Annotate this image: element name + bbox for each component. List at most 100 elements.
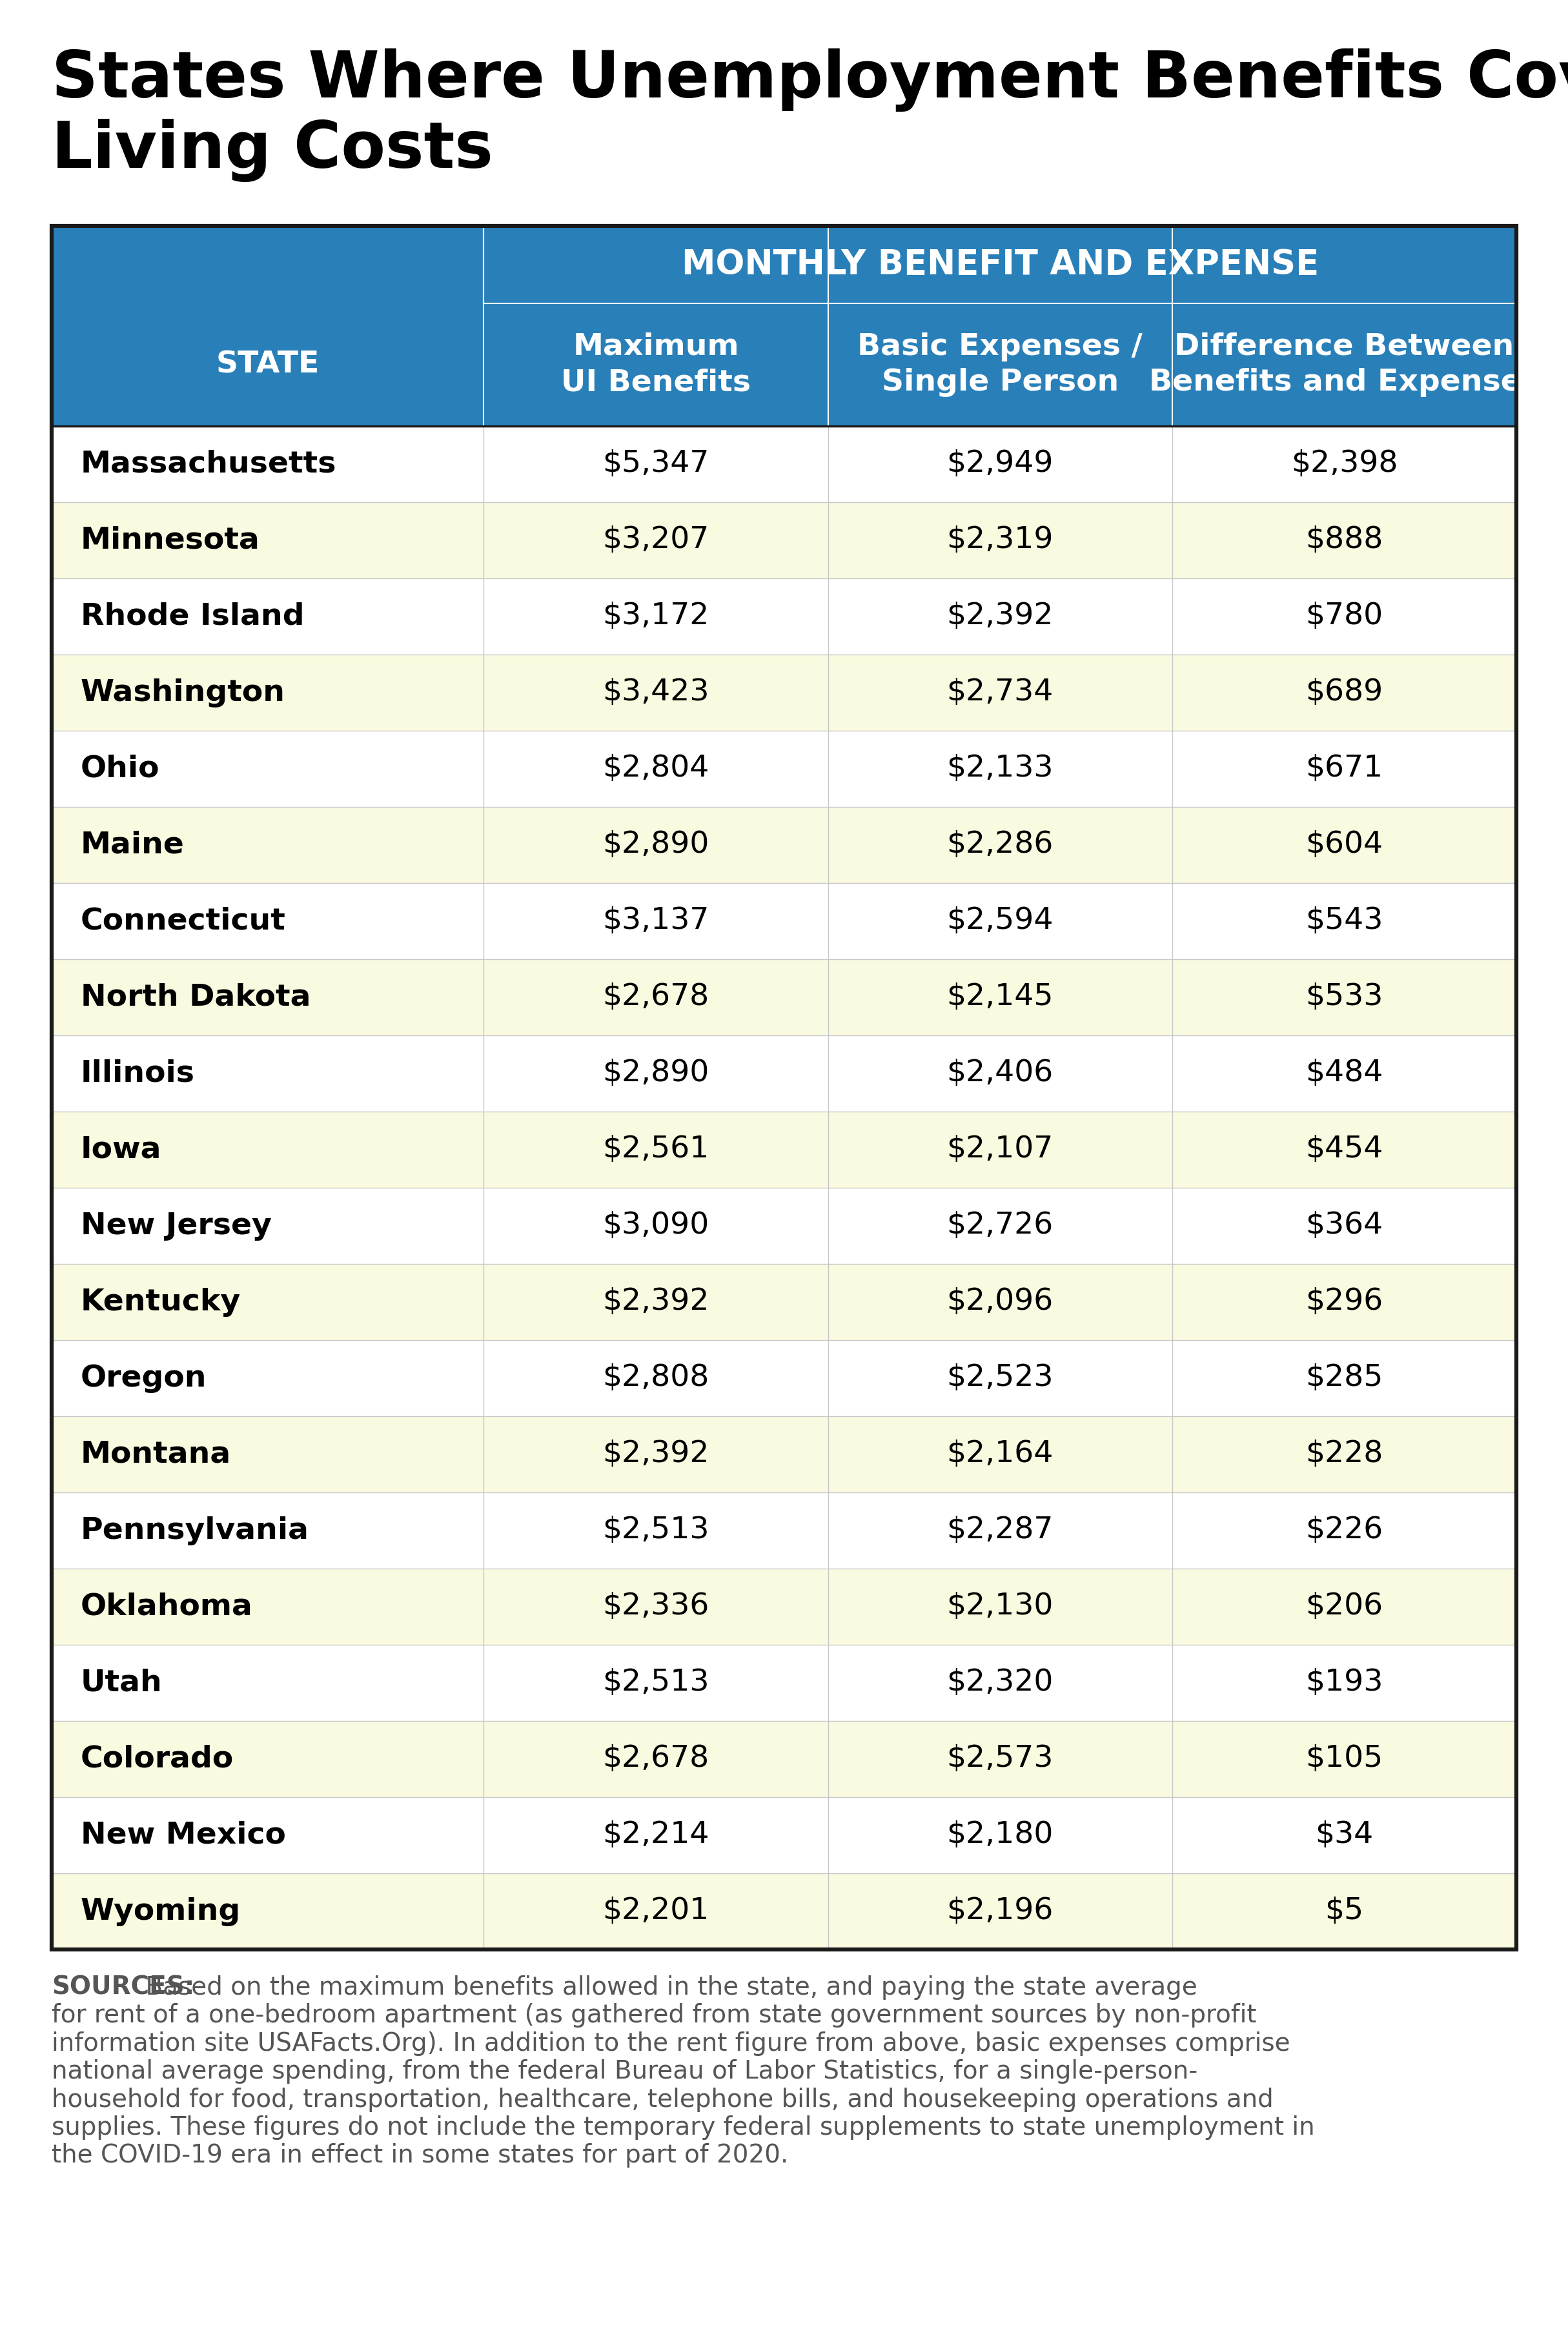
- Text: Montana: Montana: [80, 1439, 230, 1470]
- Text: STATE: STATE: [216, 351, 320, 379]
- Text: $543: $543: [1306, 906, 1383, 936]
- Text: $2,523: $2,523: [947, 1364, 1054, 1392]
- Text: $2,406: $2,406: [947, 1060, 1054, 1088]
- Text: the COVID-19 era in effect in some states for part of 2020.: the COVID-19 era in effect in some state…: [52, 2143, 789, 2167]
- Text: $604: $604: [1306, 831, 1383, 859]
- Text: $296: $296: [1306, 1287, 1383, 1317]
- Text: $484: $484: [1306, 1060, 1383, 1088]
- Text: Ohio: Ohio: [80, 753, 160, 784]
- Text: $2,678: $2,678: [602, 983, 709, 1011]
- Bar: [52, 1493, 1516, 1568]
- Text: $2,890: $2,890: [602, 831, 709, 859]
- Text: $226: $226: [1306, 1516, 1383, 1544]
- Text: $2,726: $2,726: [947, 1212, 1054, 1240]
- Text: Maximum
UI Benefits: Maximum UI Benefits: [561, 332, 751, 398]
- Text: $2,180: $2,180: [947, 1821, 1054, 1849]
- Text: $2,096: $2,096: [947, 1287, 1054, 1317]
- Text: Based on the maximum benefits allowed in the state, and paying the state average: Based on the maximum benefits allowed in…: [138, 1975, 1198, 2001]
- Text: $285: $285: [1306, 1364, 1383, 1392]
- Text: $206: $206: [1306, 1591, 1383, 1622]
- Text: $3,137: $3,137: [602, 906, 709, 936]
- Bar: [52, 1189, 1516, 1264]
- Text: $3,172: $3,172: [602, 601, 709, 632]
- Text: $2,804: $2,804: [602, 753, 709, 784]
- Text: Iowa: Iowa: [80, 1135, 162, 1165]
- Text: Rhode Island: Rhode Island: [80, 601, 304, 632]
- Bar: [52, 1874, 1516, 1949]
- Text: $671: $671: [1306, 753, 1383, 784]
- Bar: [52, 1645, 1516, 1720]
- Text: Difference Between
Benefits and Expenses: Difference Between Benefits and Expenses: [1149, 332, 1540, 398]
- Text: $2,513: $2,513: [602, 1516, 709, 1544]
- Text: $34: $34: [1316, 1821, 1374, 1849]
- Bar: [52, 304, 1516, 426]
- Bar: [52, 503, 1516, 578]
- Text: New Jersey: New Jersey: [80, 1212, 271, 1240]
- Bar: [52, 807, 1516, 882]
- Text: $2,164: $2,164: [947, 1439, 1054, 1470]
- Text: household for food, transportation, healthcare, telephone bills, and housekeepin: household for food, transportation, heal…: [52, 2087, 1273, 2113]
- Text: supplies. These figures do not include the temporary federal supplements to stat: supplies. These figures do not include t…: [52, 2115, 1314, 2139]
- Text: for rent of a one-bedroom apartment (as gathered from state government sources b: for rent of a one-bedroom apartment (as …: [52, 2003, 1256, 2029]
- Text: $2,594: $2,594: [947, 906, 1054, 936]
- Text: $2,392: $2,392: [947, 601, 1054, 632]
- Text: Colorado: Colorado: [80, 1746, 234, 1774]
- Text: $2,392: $2,392: [602, 1287, 709, 1317]
- Text: national average spending, from the federal Bureau of Labor Statistics, for a si: national average spending, from the fede…: [52, 2059, 1198, 2085]
- Text: $2,201: $2,201: [602, 1898, 709, 1926]
- Bar: [52, 1797, 1516, 1874]
- Bar: [52, 1264, 1516, 1341]
- Text: Maine: Maine: [80, 831, 185, 859]
- Text: Utah: Utah: [80, 1668, 163, 1696]
- Text: $364: $364: [1306, 1212, 1383, 1240]
- Text: North Dakota: North Dakota: [80, 983, 310, 1011]
- Text: $2,133: $2,133: [947, 753, 1054, 784]
- Text: $3,090: $3,090: [602, 1212, 709, 1240]
- Text: $689: $689: [1306, 679, 1383, 707]
- Text: $193: $193: [1306, 1668, 1383, 1696]
- Text: Oregon: Oregon: [80, 1364, 207, 1392]
- Text: $2,890: $2,890: [602, 1060, 709, 1088]
- Text: $2,107: $2,107: [947, 1135, 1054, 1165]
- Text: Minnesota: Minnesota: [80, 526, 260, 555]
- Bar: [52, 1720, 1516, 1797]
- Text: $2,678: $2,678: [602, 1746, 709, 1774]
- Text: $5: $5: [1325, 1898, 1364, 1926]
- Text: $2,734: $2,734: [947, 679, 1054, 707]
- Text: $2,196: $2,196: [947, 1898, 1054, 1926]
- Text: Illinois: Illinois: [80, 1060, 194, 1088]
- Bar: [52, 959, 1516, 1034]
- Text: $2,320: $2,320: [947, 1668, 1054, 1696]
- Text: $2,287: $2,287: [947, 1516, 1054, 1544]
- Text: Pennsylvania: Pennsylvania: [80, 1516, 309, 1544]
- Text: $2,949: $2,949: [947, 449, 1054, 480]
- Text: $2,561: $2,561: [602, 1135, 709, 1165]
- Bar: [52, 655, 1516, 730]
- Text: $5,347: $5,347: [602, 449, 709, 480]
- Bar: [52, 1416, 1516, 1493]
- Text: $2,392: $2,392: [602, 1439, 709, 1470]
- Bar: [52, 1568, 1516, 1645]
- Bar: [52, 227, 1516, 304]
- Text: Basic Expenses /
Single Person: Basic Expenses / Single Person: [858, 332, 1143, 398]
- Text: New Mexico: New Mexico: [80, 1821, 285, 1849]
- Text: States Where Unemployment Benefits Cover Basic
Living Costs: States Where Unemployment Benefits Cover…: [52, 49, 1568, 183]
- Text: $2,336: $2,336: [602, 1591, 709, 1622]
- Text: $2,130: $2,130: [947, 1591, 1054, 1622]
- Text: $228: $228: [1306, 1439, 1383, 1470]
- Bar: [52, 882, 1516, 959]
- Text: $780: $780: [1306, 601, 1383, 632]
- Text: SOURCES:: SOURCES:: [52, 1975, 194, 2001]
- Text: $2,319: $2,319: [947, 526, 1054, 555]
- Text: MONTHLY BENEFIT AND EXPENSE: MONTHLY BENEFIT AND EXPENSE: [682, 248, 1319, 281]
- Text: $3,423: $3,423: [602, 679, 709, 707]
- Text: $2,145: $2,145: [947, 983, 1054, 1011]
- Text: Massachusetts: Massachusetts: [80, 449, 337, 480]
- Bar: [52, 426, 1516, 503]
- Text: Connecticut: Connecticut: [80, 906, 285, 936]
- Bar: [52, 1341, 1516, 1416]
- Bar: [52, 1112, 1516, 1189]
- Bar: [52, 730, 1516, 807]
- Bar: [52, 578, 1516, 655]
- Text: $2,808: $2,808: [602, 1364, 709, 1392]
